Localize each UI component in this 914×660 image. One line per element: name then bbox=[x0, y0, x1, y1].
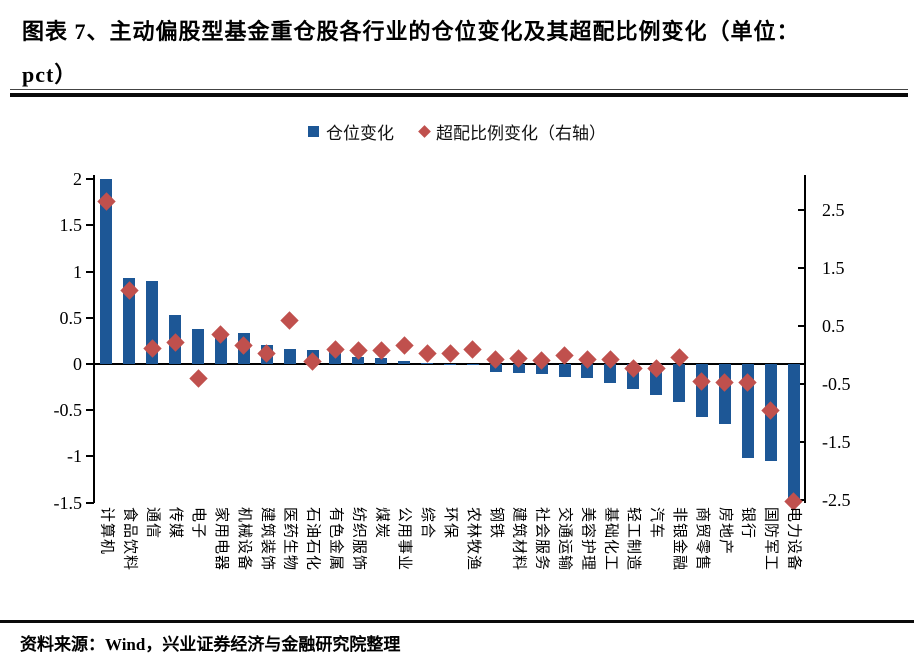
x-axis-category-label: 家用电器 bbox=[212, 507, 230, 572]
bar bbox=[787, 363, 800, 502]
diamond-marker bbox=[372, 341, 391, 361]
diamond-marker bbox=[280, 311, 299, 330]
x-axis-category-label: 计算机 bbox=[98, 507, 116, 556]
left-axis-tick-label: -0.5 bbox=[53, 400, 83, 421]
left-axis-tick-label: 0 bbox=[73, 353, 82, 374]
x-axis-category-label: 医药生物 bbox=[281, 507, 299, 572]
right-axis-tick bbox=[798, 266, 806, 269]
left-axis-tick-label: 2 bbox=[73, 169, 82, 190]
bar bbox=[444, 363, 456, 365]
x-axis-category-label: 轻工制造 bbox=[625, 507, 643, 572]
right-axis-tick bbox=[798, 208, 806, 211]
x-axis-category-label: 钢铁 bbox=[487, 507, 505, 540]
x-axis-category-label: 纺织服饰 bbox=[350, 507, 368, 572]
right-axis-tick bbox=[798, 382, 806, 385]
left-axis-tick-label: -1 bbox=[67, 446, 82, 467]
x-axis-category-label: 通信 bbox=[144, 507, 162, 540]
diamond-marker bbox=[463, 340, 483, 359]
legend-diamond-label: 超配比例变化（右轴） bbox=[436, 123, 606, 143]
diamond-marker bbox=[417, 344, 437, 363]
figure-title-line2: pct） bbox=[22, 62, 78, 87]
x-axis-category-label: 建筑材料 bbox=[510, 507, 528, 572]
x-axis-category-label: 综合 bbox=[419, 507, 437, 540]
bar bbox=[283, 349, 296, 364]
bar bbox=[123, 278, 136, 364]
bar bbox=[398, 361, 411, 364]
figure-title-line1: 图表 7、主动偏股型基金重仓股各行业的仓位变化及其超配比例变化（单位： bbox=[22, 19, 800, 44]
left-axis-tick bbox=[86, 270, 94, 273]
left-axis-tick-label: 1.5 bbox=[59, 215, 83, 236]
bar bbox=[466, 363, 479, 365]
right-axis-tick-label: 0.5 bbox=[822, 315, 845, 336]
bar bbox=[192, 328, 205, 364]
x-axis-category-label: 美容护理 bbox=[579, 507, 597, 572]
x-axis-category-label: 非银金融 bbox=[671, 507, 689, 572]
x-axis-category-label: 商贸零售 bbox=[693, 507, 711, 572]
x-axis-category-label: 传媒 bbox=[167, 507, 185, 540]
left-axis-line bbox=[93, 175, 95, 503]
bar bbox=[100, 179, 113, 364]
legend-bar-label: 仓位变化 bbox=[326, 123, 394, 143]
right-axis-tick-label: -0.5 bbox=[822, 373, 851, 394]
x-axis-category-label: 电子 bbox=[190, 507, 208, 540]
x-axis-category-label: 煤炭 bbox=[373, 507, 391, 540]
left-axis-tick bbox=[86, 178, 94, 181]
x-axis-category-label: 房地产 bbox=[716, 507, 734, 556]
x-axis-category-label: 建筑装饰 bbox=[258, 507, 276, 572]
left-axis-tick bbox=[86, 224, 94, 227]
diamond-marker bbox=[440, 344, 460, 363]
left-axis-tick bbox=[86, 409, 94, 412]
x-axis-category-label: 食品饮料 bbox=[121, 507, 139, 572]
source-note: 资料来源：Wind，兴业证券经济与金融研究院整理 bbox=[20, 635, 401, 654]
bar bbox=[604, 363, 617, 384]
bar bbox=[421, 363, 434, 365]
x-axis-category-label: 交通运输 bbox=[556, 507, 574, 572]
bar-series-swatch-icon bbox=[308, 125, 319, 137]
right-axis-tick-label: -1.5 bbox=[822, 431, 851, 452]
bar bbox=[581, 363, 594, 378]
right-axis-tick-label: 2.5 bbox=[822, 199, 845, 220]
left-axis-tick bbox=[86, 455, 94, 458]
left-axis-tick bbox=[86, 362, 94, 365]
left-axis-tick bbox=[86, 501, 94, 504]
diamond-marker bbox=[188, 368, 208, 388]
right-axis-tick-label: 1.5 bbox=[822, 257, 845, 278]
bar bbox=[512, 363, 525, 374]
x-axis-category-label: 基础化工 bbox=[602, 507, 620, 572]
x-axis-category-label: 社会服务 bbox=[533, 507, 551, 572]
x-axis-category-label: 国防军工 bbox=[762, 507, 780, 572]
title-divider bbox=[10, 89, 908, 97]
x-axis-category-label: 汽车 bbox=[648, 507, 666, 540]
left-axis-tick-label: -1.5 bbox=[53, 492, 83, 513]
diamond-marker bbox=[394, 336, 414, 355]
bar bbox=[673, 363, 686, 402]
legend-item-diamond: 超配比例变化（右轴） bbox=[418, 119, 606, 144]
left-axis-tick-label: 1 bbox=[73, 261, 82, 282]
bar bbox=[375, 358, 388, 364]
right-axis-tick bbox=[798, 440, 806, 443]
x-axis-category-label: 机械设备 bbox=[235, 507, 253, 572]
x-axis-category-label: 农林牧渔 bbox=[464, 507, 482, 572]
bar bbox=[352, 356, 365, 364]
right-axis-tick bbox=[798, 324, 806, 327]
x-axis-category-label: 石油石化 bbox=[304, 507, 322, 572]
x-axis-category-label: 公用事业 bbox=[396, 507, 414, 572]
legend-item-bar: 仓位变化 bbox=[308, 119, 394, 144]
chart-legend: 仓位变化 超配比例变化（右轴） bbox=[0, 118, 914, 144]
x-axis-category-label: 银行 bbox=[739, 507, 757, 540]
x-axis-category-label: 环保 bbox=[442, 507, 459, 540]
left-axis-tick-label: 0.5 bbox=[59, 307, 83, 328]
right-axis-tick-label: -2.5 bbox=[822, 489, 851, 510]
footer-divider bbox=[0, 620, 914, 623]
x-axis-category-label: 电力设备 bbox=[785, 507, 803, 572]
right-axis-line bbox=[804, 175, 806, 503]
x-axis-category-label: 有色金属 bbox=[327, 507, 345, 572]
bar bbox=[558, 363, 571, 377]
diamond-series-swatch-icon bbox=[418, 124, 431, 138]
left-axis-tick bbox=[86, 316, 94, 319]
figure-title: 图表 7、主动偏股型基金重仓股各行业的仓位变化及其超配比例变化（单位： pct） bbox=[22, 10, 902, 96]
